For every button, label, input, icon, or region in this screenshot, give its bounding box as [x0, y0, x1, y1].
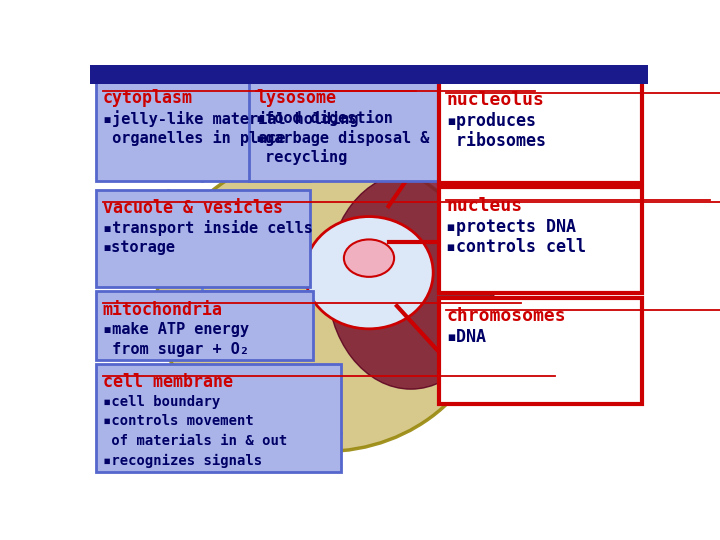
Text: ▪controls movement: ▪controls movement: [103, 415, 253, 428]
FancyBboxPatch shape: [96, 364, 341, 472]
Text: mitochondria: mitochondria: [103, 301, 222, 319]
FancyBboxPatch shape: [96, 292, 313, 360]
Text: ribosomes: ribosomes: [446, 132, 546, 150]
Text: vacuole & vesicles: vacuole & vesicles: [103, 199, 283, 217]
FancyBboxPatch shape: [438, 187, 642, 294]
Text: recycling: recycling: [256, 149, 348, 165]
Text: ▪DNA: ▪DNA: [446, 328, 486, 347]
FancyBboxPatch shape: [249, 79, 456, 181]
Circle shape: [344, 239, 394, 277]
Text: ▪controls cell: ▪controls cell: [446, 238, 586, 256]
Text: ▪garbage disposal &: ▪garbage disposal &: [256, 130, 430, 146]
Text: ▪transport inside cells: ▪transport inside cells: [103, 220, 312, 237]
Ellipse shape: [305, 217, 433, 329]
Ellipse shape: [157, 152, 492, 451]
Text: ▪recognizes signals: ▪recognizes signals: [103, 454, 262, 468]
Text: of materials in & out: of materials in & out: [103, 434, 287, 448]
Text: ▪cell boundary: ▪cell boundary: [103, 395, 220, 409]
FancyBboxPatch shape: [96, 190, 310, 287]
FancyBboxPatch shape: [96, 79, 310, 181]
FancyBboxPatch shape: [438, 298, 642, 404]
Ellipse shape: [327, 173, 495, 389]
Text: nucleus: nucleus: [446, 197, 522, 214]
Text: ▪protects DNA: ▪protects DNA: [446, 218, 576, 236]
Text: ▪food digestion: ▪food digestion: [256, 110, 393, 126]
Text: organelles in place: organelles in place: [103, 130, 285, 146]
Text: chromosomes: chromosomes: [446, 307, 566, 325]
Text: cell membrane: cell membrane: [103, 373, 233, 392]
Bar: [90, 65, 648, 84]
Text: ▪jelly-like material holding: ▪jelly-like material holding: [103, 110, 359, 127]
Text: cytoplasm: cytoplasm: [103, 89, 193, 106]
Text: nucleolus: nucleolus: [446, 91, 544, 109]
Text: ▪storage: ▪storage: [103, 240, 176, 255]
Text: ▪make ATP energy: ▪make ATP energy: [103, 322, 249, 337]
Text: from sugar + O₂: from sugar + O₂: [103, 342, 249, 357]
FancyBboxPatch shape: [438, 82, 642, 183]
Text: lysosome: lysosome: [256, 89, 336, 106]
Text: ▪produces: ▪produces: [446, 112, 536, 130]
